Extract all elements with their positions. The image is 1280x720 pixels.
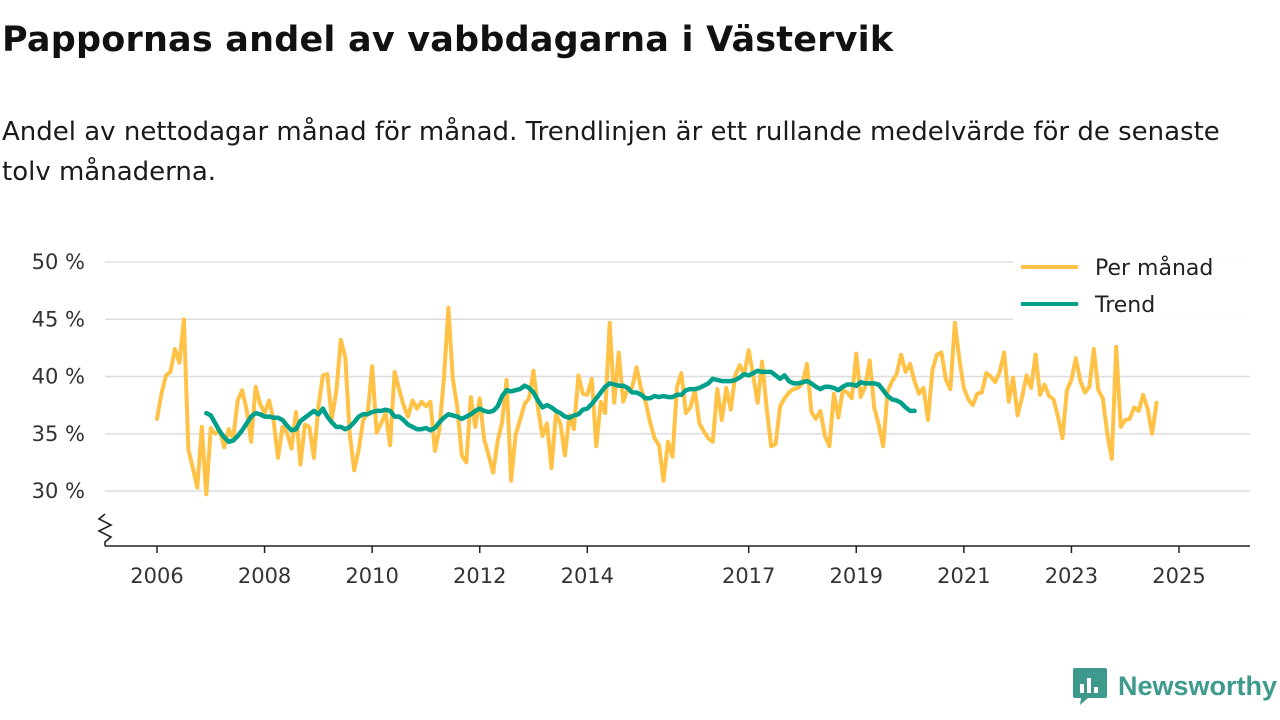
x-axis xyxy=(97,513,1250,547)
y-tick-label: 50 % xyxy=(32,250,85,274)
chart-subtitle: Andel av nettodagar månad för månad. Tre… xyxy=(2,117,1220,187)
legend-label-monthly: Per månad xyxy=(1095,255,1213,281)
series-line-per-manad xyxy=(155,305,1159,497)
x-tick-label: 2025 xyxy=(1152,564,1205,588)
newsworthy-logo-icon xyxy=(1073,668,1107,705)
brand-name: Newsworthy xyxy=(1118,670,1278,701)
chart-title: Pappornas andel av vabbdagarna i Västerv… xyxy=(2,20,894,60)
axis-break-icon xyxy=(97,513,113,546)
series-line-trend xyxy=(204,368,917,445)
y-tick-label: 45 % xyxy=(32,307,85,331)
legend-background xyxy=(1013,250,1250,320)
x-tick-label: 2012 xyxy=(453,564,506,588)
y-tick-label: 35 % xyxy=(32,422,85,446)
x-axis-ticks: 2006 2008 2010 2012 2014 2017 2019 2021 2023 2025 xyxy=(130,546,1206,588)
x-tick-label: 2019 xyxy=(830,564,883,588)
series-lines xyxy=(155,305,1159,497)
legend: Per månad Trend xyxy=(1013,250,1250,320)
x-tick-label: 2008 xyxy=(238,564,291,588)
brand-logo[interactable]: Newsworthy xyxy=(1072,666,1277,706)
x-tick-label: 2010 xyxy=(345,564,398,588)
x-tick-label: 2017 xyxy=(722,564,775,588)
x-tick-label: 2006 xyxy=(130,564,183,588)
y-tick-label: 40 % xyxy=(32,365,85,389)
x-tick-label: 2021 xyxy=(937,564,990,588)
x-tick-label: 2014 xyxy=(561,564,614,588)
legend-label-trend: Trend xyxy=(1094,293,1155,318)
x-tick-label: 2023 xyxy=(1045,564,1098,588)
y-tick-label: 30 % xyxy=(32,479,85,503)
y-axis-tick-labels: 30 % 35 % 40 % 45 % 50 % xyxy=(32,250,85,503)
